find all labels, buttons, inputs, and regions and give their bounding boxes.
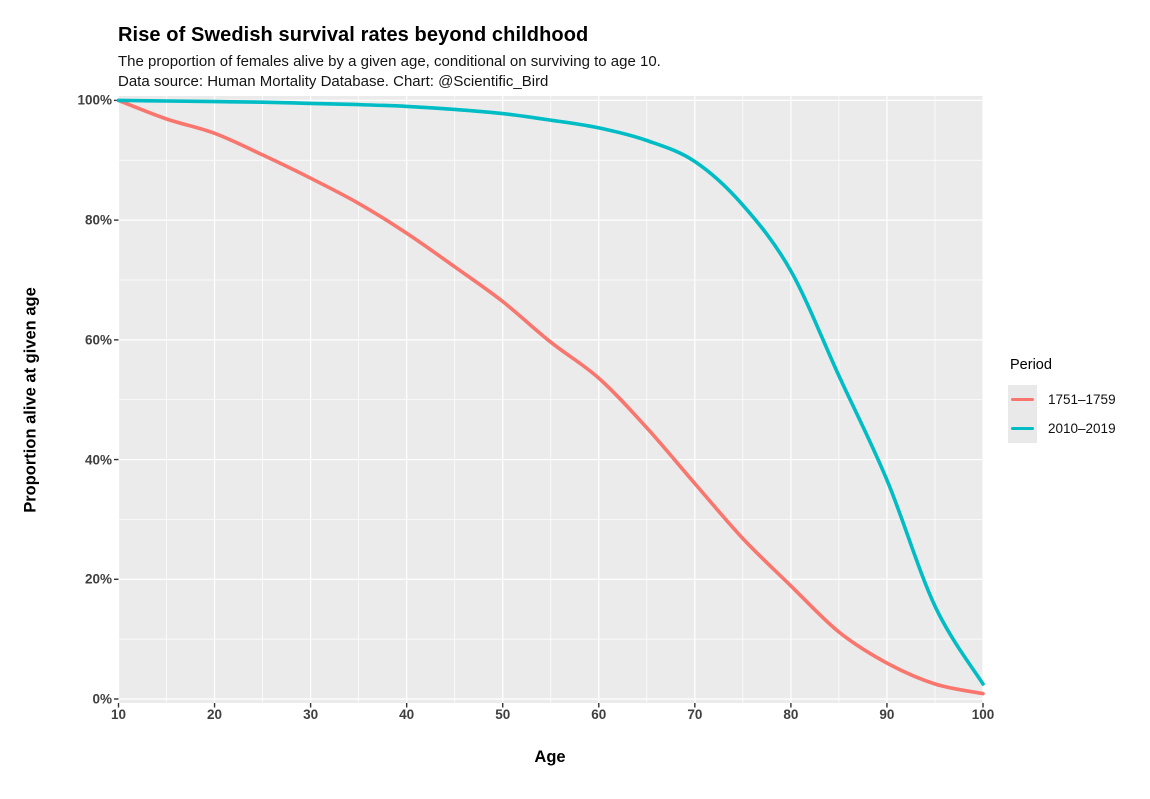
y-tick-label: 100% [77,92,112,108]
legend: Period 1751–1759 2010–2019 [1008,357,1150,443]
legend-item: 2010–2019 [1008,414,1150,443]
legend-item: 1751–1759 [1008,385,1150,414]
x-axis-title: Age [534,748,566,766]
x-tick-label: 70 [687,707,703,722]
x-tick-label: 100 [971,707,995,722]
y-tick-label: 0% [92,691,112,707]
legend-item-label: 2010–2019 [1048,421,1116,436]
y-tick-label: 60% [84,332,112,348]
x-tick-label: 20 [207,707,223,722]
series-2010-2019-line-swatch-icon [1011,426,1034,431]
y-axis-title: Proportion alive at given age [21,287,40,513]
chart-subtitle-line-2: Data source: Human Mortality Database. C… [118,73,549,90]
series-1751-1759-line-swatch-icon [1011,397,1034,402]
legend-key [1008,385,1037,414]
series-line-1 [116,98,985,686]
x-tick-label: 60 [591,707,607,722]
x-tick-label: 50 [495,707,511,722]
chart-subtitle-line-1: The proportion of females alive by a giv… [118,53,661,70]
legend-item-label: 1751–1759 [1048,392,1116,407]
x-tick-label: 40 [399,707,415,722]
x-tick-label: 90 [879,707,895,722]
x-tick-label: 80 [783,707,799,722]
y-tick-label: 40% [84,452,112,468]
x-tick-label: 30 [303,707,319,722]
y-tick-label: 20% [84,571,112,587]
x-tick-label: 10 [110,707,127,722]
chart-title: Rise of Swedish survival rates beyond ch… [118,24,589,46]
legend-key [1008,414,1037,443]
y-tick-label: 80% [84,212,112,228]
legend-title: Period [1010,357,1052,373]
series-line-0 [116,98,985,696]
